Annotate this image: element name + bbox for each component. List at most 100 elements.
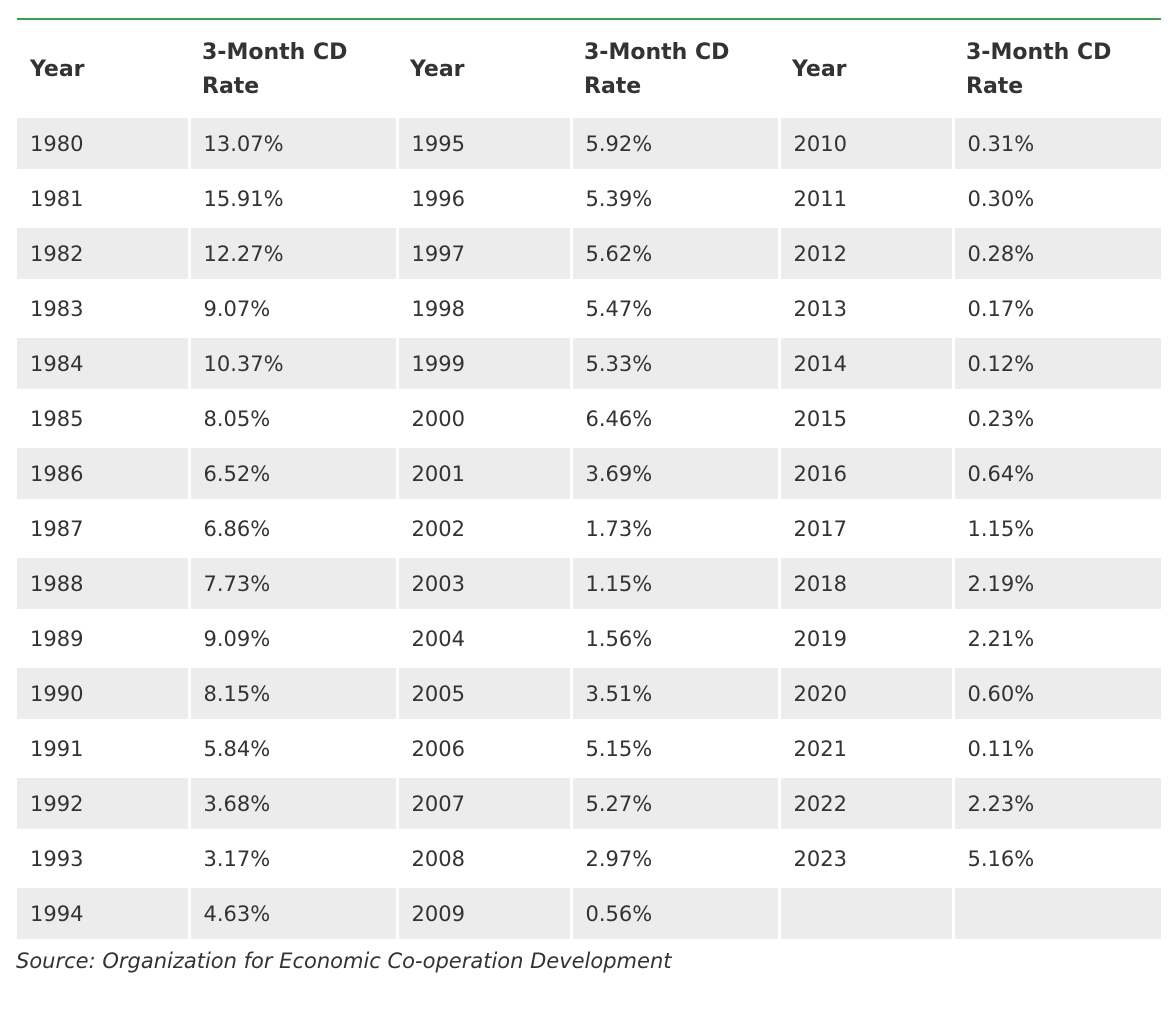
rate-cell: 3.51%	[571, 666, 781, 723]
year-cell: 2007	[397, 776, 573, 833]
table-body: 1980 13.07% 1995 5.92% 2010 0.31% 1981 15.91% 19…	[17, 118, 1161, 943]
rate-cell: 1.15%	[953, 501, 1161, 558]
year-cell: 1991	[17, 721, 191, 778]
rate-cell: 1.15%	[571, 556, 781, 613]
table-row: 1991 5.84% 2006 5.15% 2021 0.11%	[17, 721, 1161, 778]
rate-cell: 2.19%	[953, 556, 1161, 613]
cd-rate-table: Year 3-Month CD Rate Year 3-Month CD Rat…	[17, 20, 1161, 943]
rate-cell: 8.05%	[189, 391, 399, 448]
column-header-rate: 3-Month CD Rate	[584, 40, 730, 99]
rate-cell: 15.91%	[189, 171, 399, 228]
rate-cell: 2.21%	[953, 611, 1161, 668]
year-cell: 1981	[17, 171, 191, 228]
year-cell: 2019	[779, 611, 955, 668]
rate-cell: 12.27%	[189, 226, 399, 283]
rate-cell: 1.56%	[571, 611, 781, 668]
rate-cell: 5.92%	[571, 118, 781, 173]
rate-cell: 6.86%	[189, 501, 399, 558]
rate-cell: 0.12%	[953, 336, 1161, 393]
year-cell: 2020	[779, 666, 955, 723]
rate-cell: 9.07%	[189, 281, 399, 338]
year-cell: 1983	[17, 281, 191, 338]
year-cell: 2012	[779, 226, 955, 283]
rate-cell: 5.27%	[571, 776, 781, 833]
table-row: 1992 3.68% 2007 5.27% 2022 2.23%	[17, 776, 1161, 833]
rate-cell: 5.84%	[189, 721, 399, 778]
rate-cell: 0.64%	[953, 446, 1161, 503]
year-cell: 2004	[397, 611, 573, 668]
rate-cell: 5.62%	[571, 226, 781, 283]
rate-cell: 0.31%	[953, 118, 1161, 173]
year-cell: 1994	[17, 886, 191, 943]
year-cell: 2023	[779, 831, 955, 888]
rate-cell: 3.68%	[189, 776, 399, 833]
year-cell: 2008	[397, 831, 573, 888]
year-cell: 1995	[397, 118, 573, 173]
rate-cell: 5.39%	[571, 171, 781, 228]
year-cell: 1988	[17, 556, 191, 613]
year-cell: 1996	[397, 171, 573, 228]
year-cell: 2010	[779, 118, 955, 173]
rate-cell	[953, 886, 1161, 943]
year-cell: 2018	[779, 556, 955, 613]
year-cell: 1999	[397, 336, 573, 393]
table-row: 1987 6.86% 2002 1.73% 2017 1.15%	[17, 501, 1161, 558]
rate-cell: 4.63%	[189, 886, 399, 943]
table-row: 1993 3.17% 2008 2.97% 2023 5.16%	[17, 831, 1161, 888]
table-row: 1986 6.52% 2001 3.69% 2016 0.64%	[17, 446, 1161, 503]
table-row: 1990 8.15% 2005 3.51% 2020 0.60%	[17, 666, 1161, 723]
rate-cell: 0.17%	[953, 281, 1161, 338]
rate-cell: 8.15%	[189, 666, 399, 723]
rate-cell: 0.60%	[953, 666, 1161, 723]
year-cell: 2015	[779, 391, 955, 448]
year-cell: 1986	[17, 446, 191, 503]
rate-cell: 10.37%	[189, 336, 399, 393]
rate-cell: 2.23%	[953, 776, 1161, 833]
rate-cell: 3.69%	[571, 446, 781, 503]
column-header-rate: 3-Month CD Rate	[966, 40, 1112, 99]
year-cell: 1984	[17, 336, 191, 393]
table-row: 1983 9.07% 1998 5.47% 2013 0.17%	[17, 281, 1161, 338]
table-row: 1988 7.73% 2003 1.15% 2018 2.19%	[17, 556, 1161, 613]
year-cell: 1982	[17, 226, 191, 283]
table-row: 1984 10.37% 1999 5.33% 2014 0.12%	[17, 336, 1161, 393]
year-cell: 2013	[779, 281, 955, 338]
rate-cell: 5.33%	[571, 336, 781, 393]
year-cell: 2014	[779, 336, 955, 393]
rate-cell: 9.09%	[189, 611, 399, 668]
year-cell: 2003	[397, 556, 573, 613]
year-cell: 1990	[17, 666, 191, 723]
year-cell: 1997	[397, 226, 573, 283]
rate-cell: 13.07%	[189, 118, 399, 173]
year-cell: 1980	[17, 118, 191, 173]
year-cell: 2002	[397, 501, 573, 558]
header-row: Year 3-Month CD Rate Year 3-Month CD Rat…	[17, 20, 1161, 118]
column-header-rate: 3-Month CD Rate	[202, 40, 348, 99]
year-cell: 2005	[397, 666, 573, 723]
table-row: 1989 9.09% 2004 1.56% 2019 2.21%	[17, 611, 1161, 668]
rate-cell: 5.15%	[571, 721, 781, 778]
rate-cell: 5.47%	[571, 281, 781, 338]
year-cell: 2022	[779, 776, 955, 833]
table-row: 1994 4.63% 2009 0.56%	[17, 886, 1161, 943]
year-cell: 1992	[17, 776, 191, 833]
top-rule	[17, 18, 1161, 20]
rate-cell: 7.73%	[189, 556, 399, 613]
rate-cell: 6.52%	[189, 446, 399, 503]
year-cell: 2001	[397, 446, 573, 503]
rate-cell: 6.46%	[571, 391, 781, 448]
year-cell: 2009	[397, 886, 573, 943]
rate-cell: 2.97%	[571, 831, 781, 888]
table-row: 1985 8.05% 2000 6.46% 2015 0.23%	[17, 391, 1161, 448]
column-header-year: Year	[410, 57, 465, 82]
year-cell: 2021	[779, 721, 955, 778]
year-cell: 2017	[779, 501, 955, 558]
year-cell: 2006	[397, 721, 573, 778]
year-cell: 1993	[17, 831, 191, 888]
source-note: Source: Organization for Economic Co-ope…	[16, 949, 672, 973]
rate-cell: 0.23%	[953, 391, 1161, 448]
rate-cell: 0.28%	[953, 226, 1161, 283]
table-row: 1981 15.91% 1996 5.39% 2011 0.30%	[17, 171, 1161, 228]
column-header-year: Year	[30, 57, 85, 82]
table-header: Year 3-Month CD Rate Year 3-Month CD Rat…	[17, 20, 1161, 118]
